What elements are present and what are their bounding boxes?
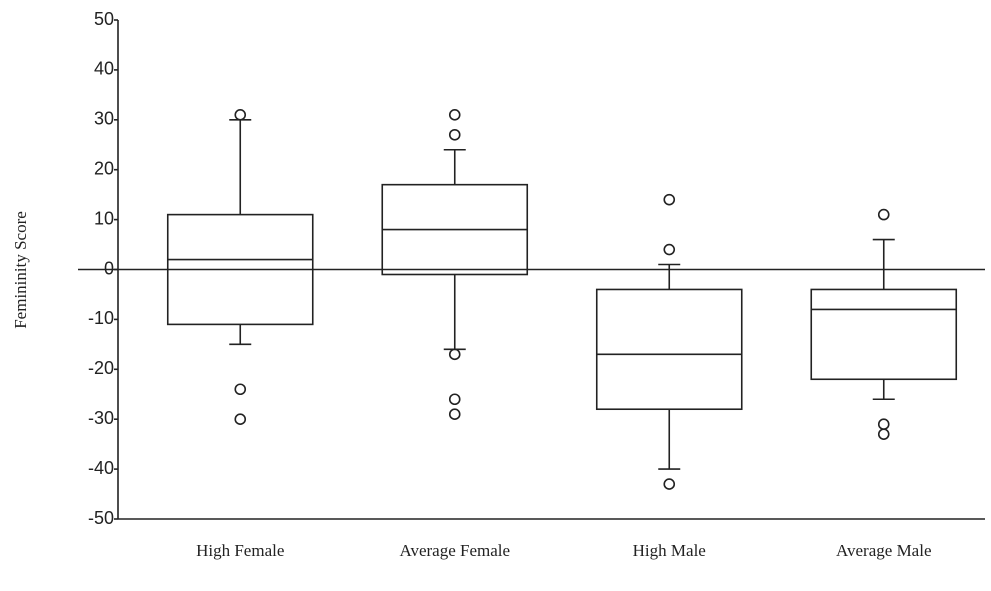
outlier <box>663 193 676 206</box>
outlier <box>877 418 890 430</box>
x-tick-label: High Male <box>633 541 706 560</box>
box <box>810 288 958 381</box>
outlier <box>877 428 890 440</box>
y-tick-label: -10 <box>88 308 114 328</box>
y-tick-label: -40 <box>88 458 114 478</box>
outlier <box>448 109 461 121</box>
x-tick-label: High Female <box>196 541 284 560</box>
y-tick-label: 40 <box>94 59 114 79</box>
x-tick-label: Average Male <box>836 541 932 560</box>
y-tick-label: 10 <box>94 208 114 228</box>
outlier <box>663 243 676 256</box>
y-tick-label: -30 <box>88 408 114 428</box>
outlier <box>448 408 461 421</box>
y-tick-label: 50 <box>94 9 114 29</box>
outlier <box>663 478 676 490</box>
outlier <box>234 413 247 426</box>
outlier <box>448 348 461 361</box>
outlier <box>234 109 247 121</box>
y-tick-label: 20 <box>94 158 114 178</box>
box <box>166 213 314 326</box>
outlier <box>877 208 890 221</box>
x-tick-label: Average Female <box>399 541 510 560</box>
y-tick-label: -20 <box>88 358 114 378</box>
y-axis-label: Femininity Score <box>11 211 30 329</box>
y-tick-label: 0 <box>104 258 114 278</box>
y-tick-label: 30 <box>94 109 114 129</box>
y-tick-label: -50 <box>88 508 114 528</box>
box <box>595 288 743 411</box>
outlier <box>448 128 461 141</box>
outlier <box>234 383 247 396</box>
outlier <box>448 393 461 406</box>
